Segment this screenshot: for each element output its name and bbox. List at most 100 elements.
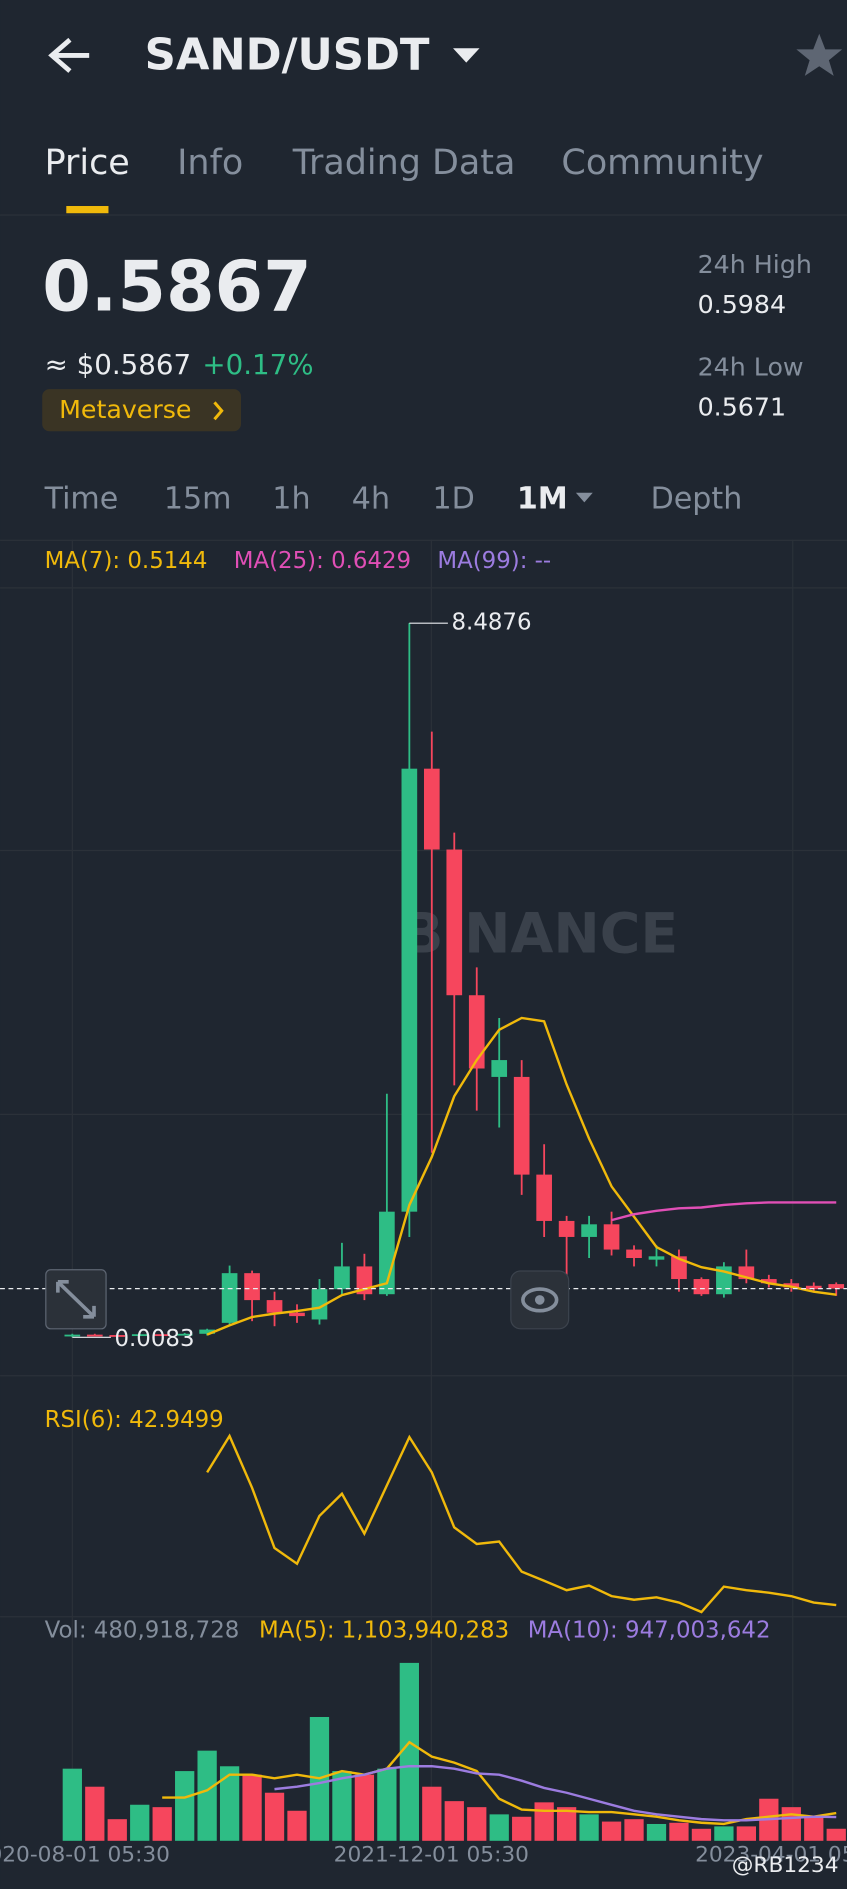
eye-pupil xyxy=(534,1295,545,1305)
candle-body xyxy=(176,1333,193,1336)
x-tick-label: 2020-08-01 05:30 xyxy=(0,1842,170,1867)
tab[interactable]: Community xyxy=(561,143,763,183)
candle-body xyxy=(648,1256,665,1260)
rsi-line xyxy=(206,1433,837,1614)
ma7-line xyxy=(206,1016,837,1336)
interval-dropdown[interactable] xyxy=(575,492,593,503)
watermark: BINANCE xyxy=(401,902,678,966)
interval[interactable]: 1M xyxy=(517,481,568,516)
candle-body xyxy=(131,1334,148,1337)
low-label: 0.0083 xyxy=(114,1326,194,1352)
tab[interactable]: Info xyxy=(177,143,243,183)
volume-bar xyxy=(467,1807,487,1841)
candle-body xyxy=(244,1273,260,1301)
tag-label[interactable]: Metaverse xyxy=(59,395,191,424)
ma99-legend: MA(99): -- xyxy=(437,548,551,574)
grid xyxy=(0,539,847,1841)
divider xyxy=(0,539,847,541)
candle-body xyxy=(603,1224,620,1250)
interval[interactable]: Time xyxy=(44,481,119,516)
volume-bar xyxy=(624,1819,644,1841)
volume-bar xyxy=(354,1774,375,1841)
candle-body xyxy=(828,1284,845,1289)
tag-chevron xyxy=(213,401,224,421)
candle-body xyxy=(401,768,418,1212)
high-value: 0.5984 xyxy=(698,290,786,319)
vol-ma5-legend: MA(5): 1,103,940,283 xyxy=(259,1618,509,1644)
vol-ma5-line xyxy=(162,1740,837,1826)
high-label: 8.4876 xyxy=(452,610,532,636)
volume-bar xyxy=(264,1792,285,1841)
volume-bar xyxy=(130,1804,150,1841)
ma7-legend: MA(7): 0.5144 xyxy=(45,548,208,574)
volume-bar xyxy=(62,1768,82,1841)
candle-body xyxy=(221,1273,238,1323)
back-arrow[interactable] xyxy=(48,37,90,73)
candle-body xyxy=(334,1266,350,1290)
interval[interactable]: Depth xyxy=(651,481,743,516)
tab[interactable]: Trading Data xyxy=(292,143,516,183)
tab[interactable]: Price xyxy=(45,143,130,183)
volume-bar xyxy=(489,1814,509,1841)
pair-title[interactable]: SAND/USDT xyxy=(145,30,430,80)
candle-body xyxy=(558,1220,575,1237)
eye-icon xyxy=(521,1287,559,1313)
favorite-star[interactable] xyxy=(796,33,843,76)
volume-bar xyxy=(399,1662,419,1841)
volume-bar xyxy=(691,1828,712,1841)
tag-pill[interactable] xyxy=(42,389,241,432)
candle-body xyxy=(761,1279,777,1284)
volume-bar xyxy=(242,1774,262,1841)
volume-bar xyxy=(332,1771,352,1841)
candle-body xyxy=(154,1334,171,1337)
volume-bar xyxy=(512,1816,532,1841)
candle-body xyxy=(805,1285,822,1290)
candle-body xyxy=(86,1334,103,1337)
vol-legend: Vol: 480,918,728 xyxy=(45,1618,240,1644)
candle-body xyxy=(671,1256,687,1280)
divider xyxy=(0,214,847,216)
vol-ma10-legend: MA(10): 947,003,642 xyxy=(528,1618,771,1644)
candle-body xyxy=(109,1335,126,1337)
volume-bar xyxy=(714,1826,734,1841)
high-label: 24h High xyxy=(698,250,812,279)
volume-bar xyxy=(669,1822,689,1841)
volume-bar xyxy=(197,1750,217,1841)
volume-bar xyxy=(646,1823,667,1841)
candle-body xyxy=(536,1174,552,1221)
candle-body xyxy=(581,1224,597,1237)
credit: @RB1234 xyxy=(732,1853,839,1878)
candle-body xyxy=(311,1289,328,1320)
volume-bar xyxy=(601,1821,622,1841)
price-change: +0.17% xyxy=(202,348,313,381)
volume-bar xyxy=(736,1826,757,1841)
interval[interactable]: 4h xyxy=(352,481,390,516)
interval[interactable]: 15m xyxy=(164,481,232,516)
volume-bar xyxy=(107,1819,127,1841)
ma25-line xyxy=(611,1201,837,1222)
tab-indicator xyxy=(66,206,109,214)
interval[interactable]: 1D xyxy=(433,481,475,516)
fullscreen-icon xyxy=(56,1280,96,1319)
volume-bar xyxy=(85,1786,105,1841)
volume-bar xyxy=(826,1828,846,1841)
candle-body xyxy=(423,768,440,850)
volume-bar xyxy=(579,1814,599,1841)
interval[interactable]: 1h xyxy=(272,481,310,516)
candle-body xyxy=(783,1283,800,1288)
candle-body xyxy=(446,849,463,996)
volume-bar xyxy=(152,1807,172,1841)
x-tick-label: 2021-12-01 05:30 xyxy=(334,1842,529,1867)
volume-bar xyxy=(444,1801,464,1841)
pair-dropdown[interactable] xyxy=(453,48,480,63)
volume-bar xyxy=(219,1766,240,1841)
volume-bar xyxy=(534,1802,554,1841)
candle-body xyxy=(266,1300,283,1313)
volume-bar xyxy=(377,1768,397,1841)
candle-body xyxy=(626,1249,642,1258)
volume-bar xyxy=(556,1807,577,1841)
candle-body xyxy=(289,1312,305,1317)
candle-body xyxy=(199,1329,215,1334)
